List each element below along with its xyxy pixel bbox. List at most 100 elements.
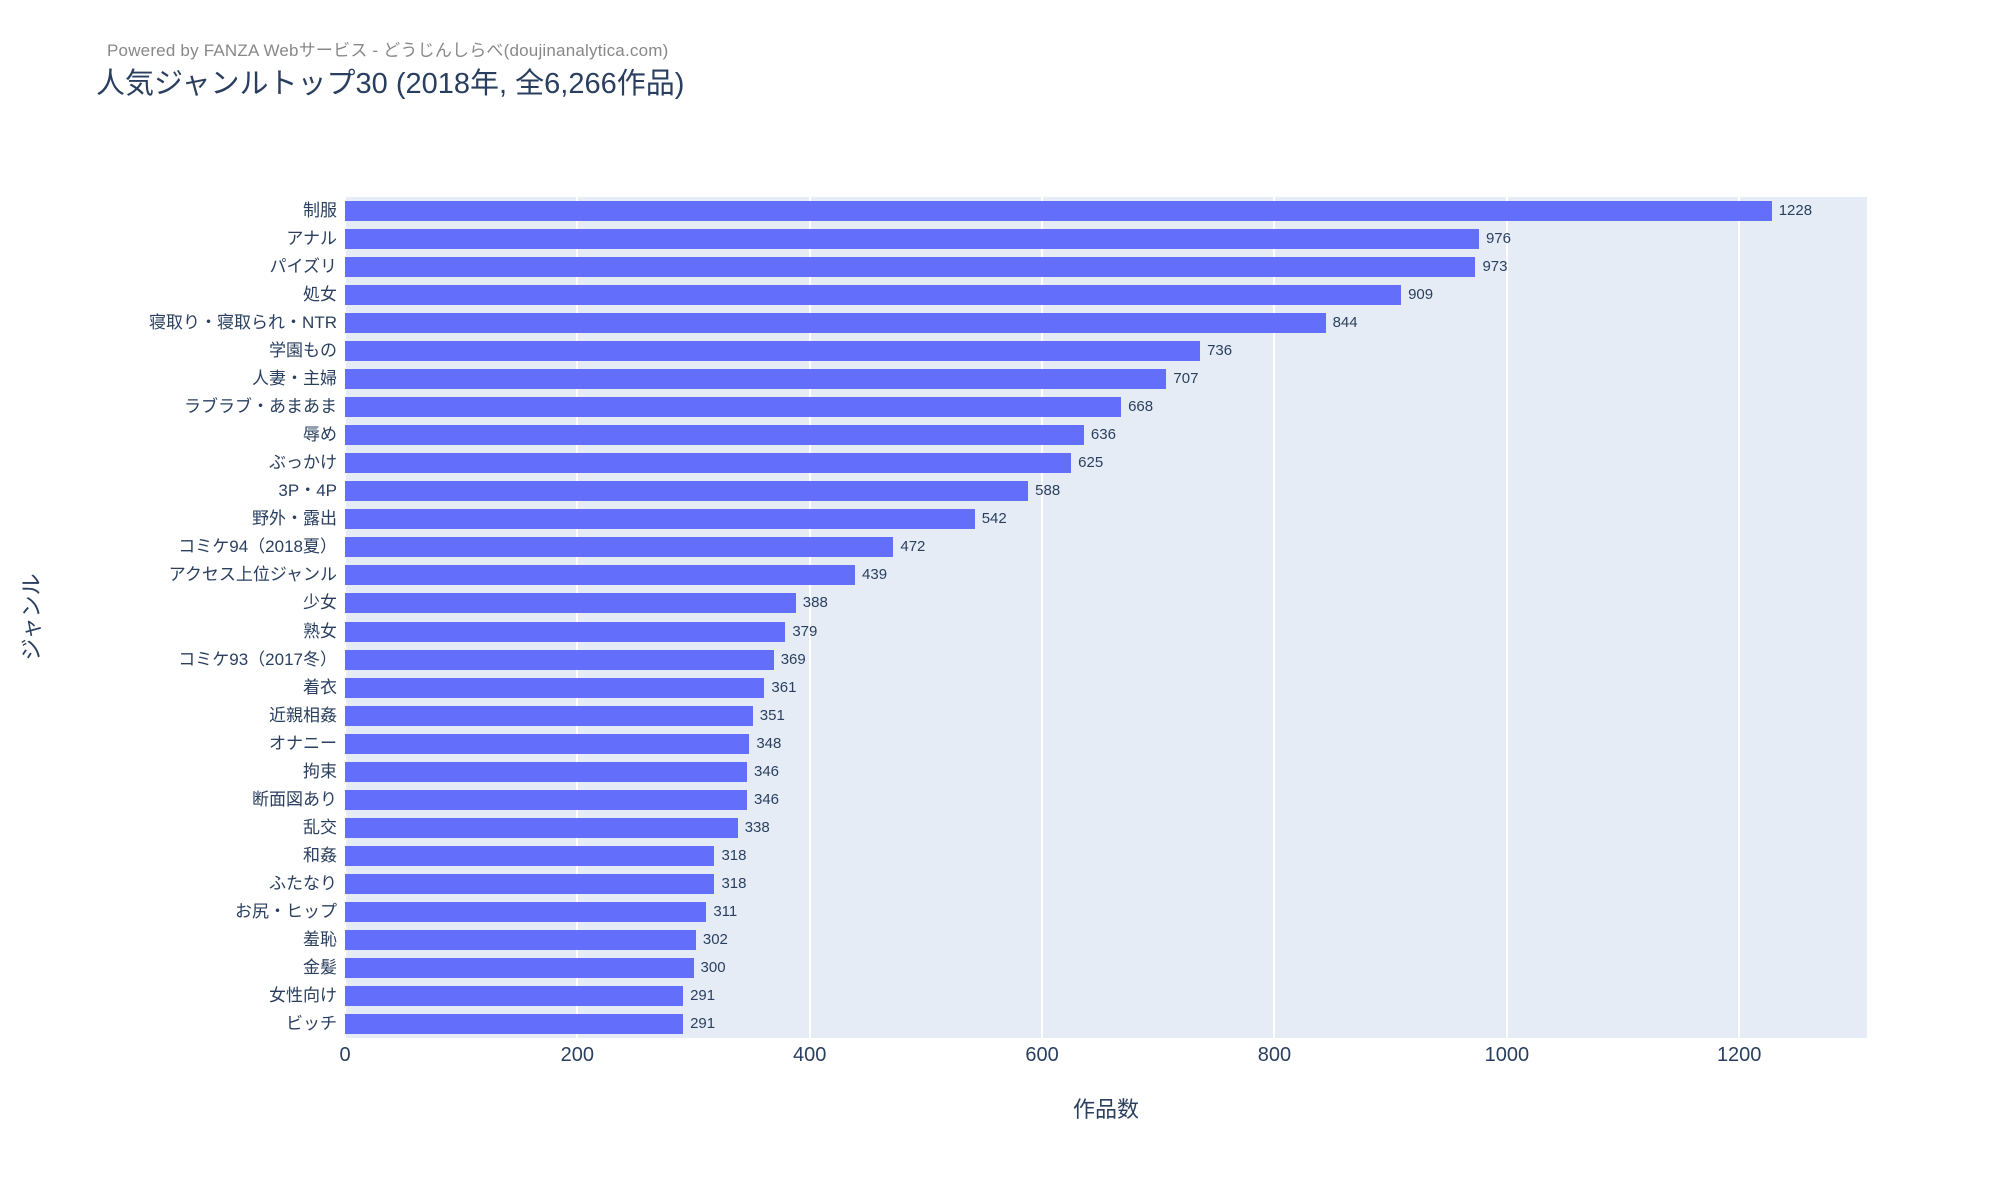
powered-by-annotation: Powered by FANZA Webサービス - どうじんしらべ(douji… [107,41,669,60]
value-label: 973 [1482,258,1508,276]
bar [345,677,765,698]
category-label: コミケ93（2017冬） [178,649,337,669]
category-label: 金髪 [303,957,337,977]
category-label: 寝取り・寝取られ・NTR [149,313,337,333]
bar [345,985,684,1006]
chart-row: パイズリ 973 [270,253,1867,281]
category-label: 拘束 [303,761,337,781]
category-label: 着衣 [303,677,337,697]
gridline-x-1200 [1738,197,1741,1038]
gridline-x-0 [344,197,346,1038]
value-label: 351 [759,706,785,724]
bar [345,957,694,978]
chart-row: 野外・露出 542 [252,505,1867,533]
value-label: 302 [702,930,728,948]
category-label: 和姦 [303,845,337,865]
category-label: アナル [286,229,337,249]
x-tick-label: 200 [560,1044,595,1066]
chart-row: 拘束 346 [303,758,1867,786]
value-label: 707 [1173,370,1199,388]
bar [345,481,1029,502]
bar [345,201,1772,222]
value-label: 348 [756,734,782,752]
value-label: 291 [690,986,716,1004]
chart-row: ふたなり 318 [269,870,1867,898]
chart-row: 羞恥 302 [303,926,1867,954]
bar [345,369,1167,390]
value-label: 369 [780,650,806,668]
chart-row: 女性向け 291 [269,982,1867,1010]
category-label: 辱め [303,425,337,445]
chart-row: 金髪 300 [303,954,1867,982]
category-label: 野外・露出 [252,509,337,529]
bar [345,621,786,642]
category-label: アクセス上位ジャンル [168,565,337,585]
category-label: オナニー [269,733,337,753]
bar [345,285,1402,306]
bar [345,817,738,838]
chart-row: 乱交 338 [303,814,1867,842]
category-label: 3P・4P [278,481,337,501]
category-label: 断面図あり [252,789,337,809]
bar [345,845,715,866]
value-label: 311 [713,902,738,920]
value-label: 318 [721,846,747,864]
category-label: 女性向け [269,985,337,1005]
category-label: 制服 [303,201,337,220]
bar [345,565,856,586]
category-label: 人妻・主婦 [252,369,337,389]
value-label: 439 [862,566,888,584]
bar [345,901,707,922]
category-label: ビッチ [286,1013,337,1033]
value-label: 636 [1090,426,1116,444]
value-label: 909 [1408,286,1434,304]
category-label: ぶっかけ [269,453,337,473]
chart-row: 少女 388 [303,589,1867,617]
gridline-x-1000 [1505,197,1508,1038]
category-label: 少女 [303,593,337,613]
category-label: 処女 [303,285,337,305]
chart-row: 制服 1228 [303,197,1867,225]
chart-row: 寝取り・寝取られ・NTR 844 [149,309,1867,337]
category-label: 熟女 [303,621,337,641]
value-label: 346 [753,762,780,780]
chart-row: 近親相姦 351 [269,702,1867,730]
bar [345,733,750,754]
bar [345,257,1476,278]
category-label: コミケ94（2018夏） [178,537,337,557]
bar [345,649,774,670]
chart-row: オナニー 348 [269,730,1867,758]
category-label: パイズリ [269,257,338,277]
chart-row: アナル 976 [286,225,1867,253]
chart-row: 辱め 636 [303,421,1867,449]
x-tick-label: 1000 [1484,1044,1530,1066]
value-label: 361 [771,678,797,696]
value-label: 844 [1332,314,1358,332]
gridline-x-400 [808,197,811,1038]
category-label: ふたなり [269,873,337,893]
gridline-x-600 [1041,197,1044,1038]
x-tick-label: 400 [793,1044,827,1066]
bar [345,929,696,950]
category-label: ラブラブ・あまあま [184,397,337,417]
chart-title: 人気ジャンルトップ30 (2018年, 全6,266作品) [96,68,685,100]
value-label: 300 [700,958,726,976]
chart-row: コミケ93（2017冬） 369 [178,646,1867,674]
bar [345,705,753,726]
category-label: 羞恥 [303,929,337,949]
value-label: 472 [900,538,926,556]
bar [345,537,894,558]
value-label: 736 [1207,342,1233,360]
x-tick-label: 1200 [1716,1044,1762,1066]
chart-row: ビッチ 291 [286,1010,1867,1038]
bar [345,313,1326,334]
chart-row: 和姦 318 [303,842,1867,870]
bar [345,761,747,782]
value-label: 291 [690,1014,716,1032]
gridline-x-800 [1273,197,1276,1038]
gridline-x-200 [576,197,579,1038]
chart-row: 着衣 361 [303,674,1867,702]
bar [345,453,1072,474]
category-label: 乱交 [303,817,337,837]
